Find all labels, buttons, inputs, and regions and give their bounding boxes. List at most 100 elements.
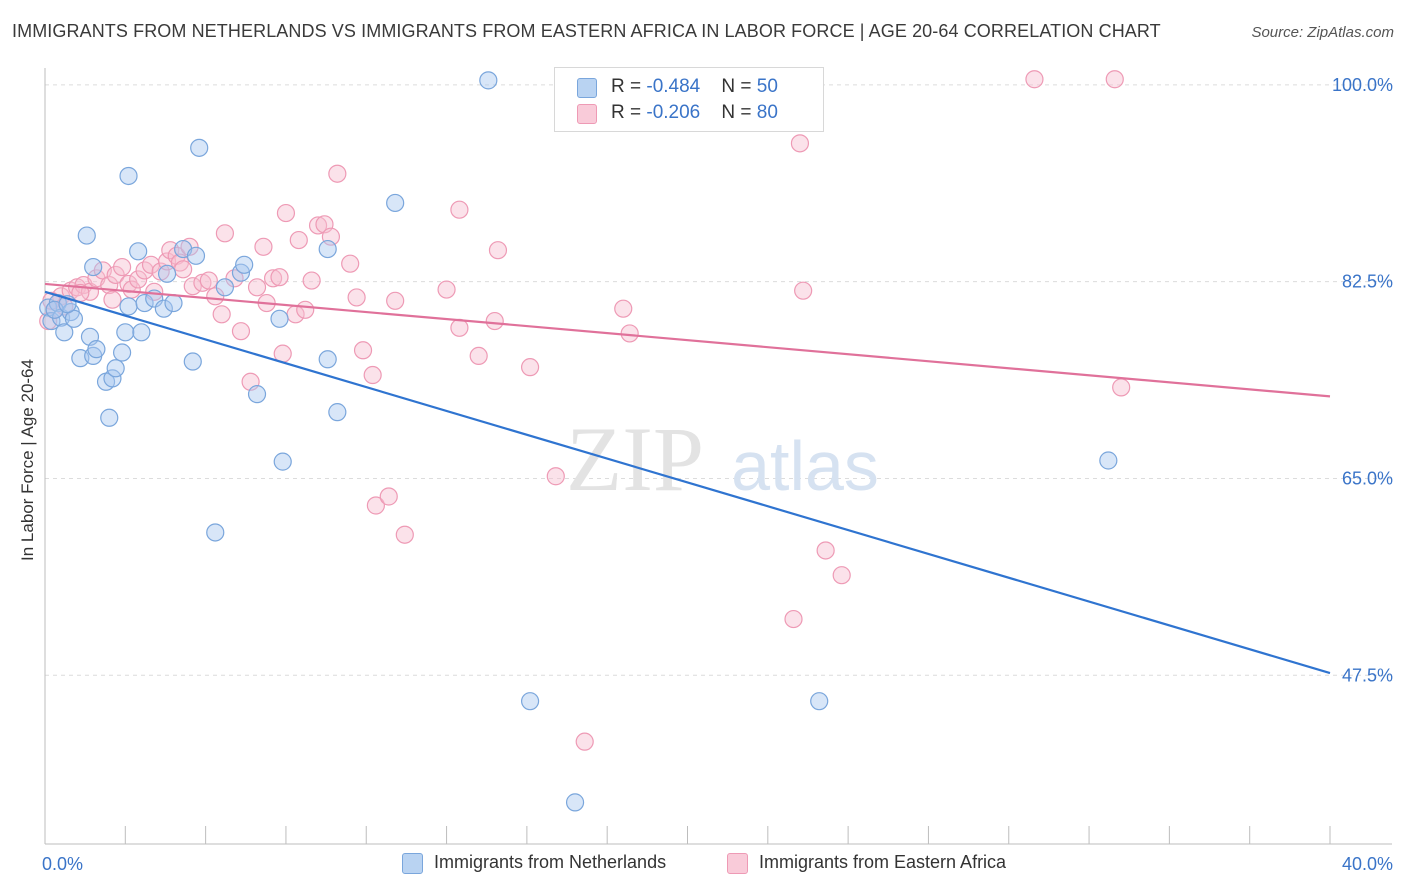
netherlands-point bbox=[103, 369, 122, 388]
eastern_africa-point bbox=[347, 288, 366, 307]
netherlands-legend-swatch bbox=[402, 853, 423, 874]
eastern_africa-point bbox=[488, 241, 508, 260]
eastern-africa-legend-label: Immigrants from Eastern Africa bbox=[759, 852, 1007, 872]
eastern_africa-point bbox=[816, 541, 835, 560]
watermark: ZIP atlas bbox=[566, 408, 879, 510]
eastern_africa-point bbox=[620, 324, 639, 343]
netherlands-point bbox=[273, 452, 292, 471]
netherlands-n-value: 50 bbox=[756, 76, 778, 97]
eastern_africa-point bbox=[379, 487, 398, 506]
eastern_africa-point bbox=[614, 299, 633, 318]
netherlands-point bbox=[42, 311, 61, 331]
netherlands-trend-line bbox=[44, 290, 1331, 675]
netherlands-r-label: R = bbox=[611, 76, 647, 97]
netherlands-point bbox=[116, 323, 135, 342]
eastern_africa-point bbox=[832, 566, 851, 585]
eastern_africa-point bbox=[112, 257, 132, 277]
netherlands-point bbox=[810, 692, 829, 711]
netherlands-point bbox=[132, 323, 151, 342]
eastern_africa-point bbox=[485, 311, 504, 331]
netherlands-point bbox=[157, 264, 177, 283]
netherlands-point bbox=[520, 692, 540, 711]
data-points bbox=[39, 70, 1131, 812]
eastern_africa-point bbox=[386, 291, 405, 310]
eastern-africa-n-value: 80 bbox=[756, 102, 778, 123]
netherlands-point bbox=[55, 323, 74, 342]
eastern_africa-point bbox=[289, 230, 308, 250]
y-tick-label: 82.5% bbox=[1342, 272, 1393, 292]
netherlands-point bbox=[186, 246, 206, 265]
netherlands-r-value: -0.484 bbox=[646, 76, 701, 97]
eastern-africa-legend-swatch bbox=[727, 853, 748, 874]
netherlands-point bbox=[100, 408, 119, 427]
eastern_africa-point bbox=[119, 274, 138, 294]
eastern_africa-point bbox=[302, 271, 321, 290]
eastern_africa-point bbox=[1025, 70, 1044, 89]
watermark-zip: ZIP bbox=[566, 408, 704, 510]
eastern_africa-point bbox=[270, 268, 289, 287]
eastern_africa-point bbox=[575, 732, 594, 751]
eastern_africa-point bbox=[366, 496, 385, 515]
eastern_africa-point bbox=[450, 200, 469, 219]
netherlands-point bbox=[206, 523, 225, 542]
eastern_africa-point bbox=[450, 318, 469, 337]
netherlands-point bbox=[106, 359, 125, 378]
eastern_africa-point bbox=[276, 203, 296, 223]
eastern-africa-r-value: -0.206 bbox=[646, 102, 701, 123]
netherlands-point bbox=[1099, 451, 1118, 470]
netherlands-point bbox=[87, 340, 106, 359]
eastern_africa-point bbox=[353, 341, 373, 360]
eastern_africa-point bbox=[129, 270, 148, 289]
netherlands-point bbox=[215, 278, 234, 297]
eastern_africa-point bbox=[308, 216, 328, 235]
eastern_africa-point bbox=[183, 277, 202, 296]
eastern_africa-point bbox=[328, 164, 347, 183]
eastern_africa-point bbox=[263, 269, 283, 288]
netherlands-point bbox=[135, 293, 154, 313]
tick-labels: 100.0% 82.5% 65.0% 47.5% 0.0% 40.0% bbox=[42, 75, 1393, 874]
watermark-atlas: atlas bbox=[731, 427, 879, 505]
trend-lines bbox=[44, 282, 1331, 675]
netherlands-point bbox=[247, 385, 267, 404]
netherlands-point bbox=[129, 242, 148, 261]
eastern-africa-r-label: R = bbox=[611, 102, 647, 123]
eastern-africa-swatch bbox=[577, 104, 597, 124]
eastern_africa-point bbox=[254, 237, 273, 256]
eastern_africa-point bbox=[1105, 70, 1124, 89]
netherlands-point bbox=[119, 166, 138, 186]
netherlands-point bbox=[119, 297, 138, 316]
eastern-africa-n-label: N = bbox=[721, 102, 757, 123]
netherlands-legend-label: Immigrants from Netherlands bbox=[434, 852, 667, 872]
netherlands-point bbox=[479, 71, 498, 90]
y-tick-label: 65.0% bbox=[1342, 468, 1393, 488]
eastern_africa-point bbox=[790, 134, 810, 153]
eastern_africa-point bbox=[546, 467, 565, 486]
eastern_africa-point bbox=[437, 280, 456, 299]
eastern_africa-point bbox=[341, 254, 360, 273]
eastern_africa-point bbox=[212, 305, 231, 324]
y-tick-label: 100.0% bbox=[1332, 75, 1393, 95]
eastern_africa-point bbox=[296, 300, 315, 319]
netherlands-point bbox=[318, 350, 337, 369]
eastern_africa-point bbox=[469, 346, 488, 366]
netherlands-point bbox=[190, 138, 209, 157]
netherlands-point bbox=[84, 257, 103, 277]
eastern_africa-trend-line bbox=[44, 282, 1331, 398]
eastern_africa-point bbox=[103, 290, 122, 309]
netherlands-point bbox=[154, 299, 173, 318]
y-tick-label: 47.5% bbox=[1342, 665, 1393, 685]
eastern_africa-point bbox=[199, 271, 218, 290]
netherlands-point bbox=[565, 793, 585, 812]
netherlands-point bbox=[270, 309, 289, 328]
netherlands-point bbox=[164, 293, 183, 313]
eastern_africa-point bbox=[363, 365, 382, 385]
chart-source: Source: ZipAtlas.com bbox=[1251, 24, 1394, 41]
axes bbox=[44, 68, 1392, 845]
eastern_africa-point bbox=[157, 252, 177, 271]
eastern_africa-point bbox=[784, 609, 803, 629]
netherlands-point bbox=[77, 226, 96, 245]
netherlands-point bbox=[112, 343, 132, 362]
netherlands-swatch bbox=[577, 78, 597, 98]
netherlands-point bbox=[183, 352, 202, 371]
